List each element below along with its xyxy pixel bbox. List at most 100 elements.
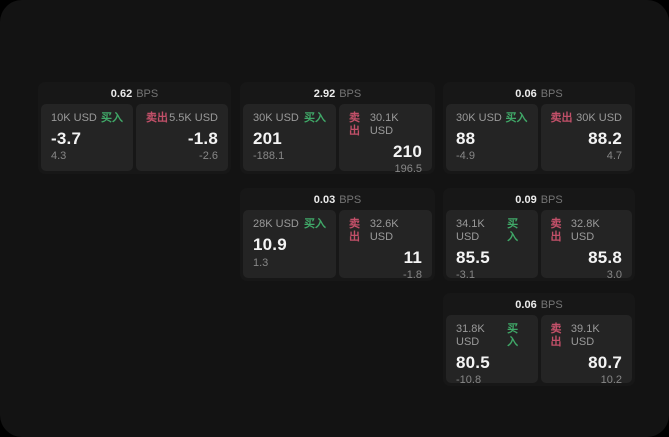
sell-label: 卖出 bbox=[349, 218, 360, 243]
bps-unit-label: BPS bbox=[136, 88, 159, 100]
bps-value: 0.06 bbox=[515, 299, 537, 311]
sell-sub-value: 3.0 bbox=[606, 269, 622, 281]
sell-sub-value: -1.8 bbox=[403, 269, 422, 281]
bps-header: 0.03 BPS bbox=[243, 191, 432, 210]
sell-top-row: 卖出 39.1K USD bbox=[551, 323, 623, 349]
buy-top-row: 30K USD 买入 bbox=[253, 112, 326, 125]
buy-sub-value: 1.3 bbox=[253, 257, 269, 269]
buy-price: 88 bbox=[456, 129, 476, 148]
bps-unit-label: BPS bbox=[540, 88, 563, 100]
buy-label: 买入 bbox=[507, 218, 519, 243]
sell-amount: 32.8K USD bbox=[570, 218, 600, 243]
buy-amount: 31.8K USD bbox=[456, 323, 485, 348]
sell-price: -1.8 bbox=[187, 129, 218, 148]
sell-panel[interactable]: 卖出 32.6K USD 11 -1.8 bbox=[339, 210, 432, 281]
sell-label: 卖出 bbox=[550, 112, 573, 124]
quote-panels: 31.8K USD 买入 80.5 -10.8 卖出 39.1K USD 80.… bbox=[446, 315, 632, 386]
sell-amount: 5.5K USD bbox=[169, 112, 218, 124]
buy-panel[interactable]: 10K USD 买入 -3.7 4.3 bbox=[41, 104, 133, 171]
buy-amount: 30K USD bbox=[456, 112, 502, 124]
quote-panels: 34.1K USD 买入 85.5 -3.1 卖出 32.8K USD 85.8… bbox=[446, 210, 632, 281]
quote-card: 2.92 BPS 30K USD 买入 201 -188.1 卖出 30.1K … bbox=[240, 82, 435, 175]
sell-top-row: 卖出 32.8K USD bbox=[551, 218, 623, 244]
bps-unit-label: BPS bbox=[339, 194, 362, 206]
buy-label: 买入 bbox=[505, 112, 528, 124]
bps-unit-label: BPS bbox=[339, 88, 362, 100]
bps-header: 0.62 BPS bbox=[41, 85, 228, 104]
bps-value: 0.06 bbox=[515, 88, 537, 100]
buy-sub-value: 4.3 bbox=[51, 150, 67, 162]
buy-label: 买入 bbox=[101, 112, 123, 124]
sell-price: 80.7 bbox=[588, 353, 622, 372]
bps-value: 0.09 bbox=[515, 194, 537, 206]
sell-amount: 30K USD bbox=[576, 112, 622, 124]
sell-price: 11 bbox=[403, 248, 422, 267]
sell-price: 210 bbox=[393, 142, 422, 161]
buy-price: -3.7 bbox=[51, 129, 82, 148]
buy-top-row: 10K USD 买入 bbox=[51, 112, 123, 125]
buy-panel[interactable]: 31.8K USD 买入 80.5 -10.8 bbox=[446, 315, 538, 386]
buy-top-row: 30K USD 买入 bbox=[456, 112, 528, 125]
bps-unit-label: BPS bbox=[540, 194, 563, 206]
buy-price: 85.5 bbox=[456, 248, 490, 267]
quote-panels: 30K USD 买入 201 -188.1 卖出 30.1K USD 210 1… bbox=[243, 104, 432, 175]
quote-panels: 28K USD 买入 10.9 1.3 卖出 32.6K USD 11 -1.8 bbox=[243, 210, 432, 281]
sell-label: 卖出 bbox=[550, 323, 562, 348]
quote-card: 0.06 BPS 31.8K USD 买入 80.5 -10.8 卖出 39.1… bbox=[443, 293, 635, 386]
sell-panel[interactable]: 卖出 32.8K USD 85.8 3.0 bbox=[540, 210, 632, 281]
sell-panel[interactable]: 卖出 30.1K USD 210 196.5 bbox=[339, 104, 432, 175]
sell-panel[interactable]: 卖出 5.5K USD -1.8 -2.6 bbox=[136, 104, 228, 171]
sell-top-row: 卖出 32.6K USD bbox=[349, 218, 422, 244]
buy-label: 买入 bbox=[304, 218, 326, 230]
quote-card: 0.06 BPS 30K USD 买入 88 -4.9 卖出 30K USD 8… bbox=[443, 82, 635, 174]
buy-amount: 28K USD bbox=[253, 218, 299, 230]
bps-header: 0.09 BPS bbox=[446, 191, 632, 210]
quote-panels: 10K USD 买入 -3.7 4.3 卖出 5.5K USD -1.8 -2.… bbox=[41, 104, 228, 171]
bps-value: 0.62 bbox=[110, 88, 133, 100]
sell-panel[interactable]: 卖出 39.1K USD 80.7 10.2 bbox=[540, 315, 632, 386]
bps-value: 0.03 bbox=[313, 194, 336, 206]
bps-unit-label: BPS bbox=[540, 299, 563, 311]
buy-top-row: 34.1K USD 买入 bbox=[456, 218, 528, 244]
sell-price: 88.2 bbox=[588, 129, 622, 148]
bps-value: 2.92 bbox=[313, 88, 336, 100]
buy-label: 买入 bbox=[304, 112, 326, 124]
buy-price: 10.9 bbox=[253, 235, 287, 254]
sell-top-row: 卖出 30K USD bbox=[551, 112, 623, 125]
buy-sub-value: -10.8 bbox=[456, 374, 482, 386]
buy-amount: 10K USD bbox=[51, 112, 97, 124]
quote-card: 0.03 BPS 28K USD 买入 10.9 1.3 卖出 32.6K US… bbox=[240, 188, 435, 281]
bps-header: 0.06 BPS bbox=[446, 85, 632, 104]
bps-header: 2.92 BPS bbox=[243, 85, 432, 104]
sell-amount: 39.1K USD bbox=[570, 323, 600, 348]
buy-sub-value: -188.1 bbox=[253, 150, 285, 162]
buy-price: 201 bbox=[253, 129, 282, 148]
sell-amount: 30.1K USD bbox=[369, 112, 399, 137]
sell-top-row: 卖出 30.1K USD bbox=[349, 112, 422, 138]
sell-sub-value: 4.7 bbox=[606, 150, 622, 162]
buy-sub-value: -4.9 bbox=[456, 150, 475, 162]
quote-card: 0.09 BPS 34.1K USD 买入 85.5 -3.1 卖出 32.8K… bbox=[443, 188, 635, 281]
sell-label: 卖出 bbox=[146, 112, 168, 124]
buy-panel[interactable]: 28K USD 买入 10.9 1.3 bbox=[243, 210, 336, 278]
buy-amount: 34.1K USD bbox=[456, 218, 485, 243]
quote-card: 0.62 BPS 10K USD 买入 -3.7 4.3 卖出 5.5K USD… bbox=[38, 82, 231, 174]
buy-panel[interactable]: 34.1K USD 买入 85.5 -3.1 bbox=[446, 210, 538, 281]
buy-panel[interactable]: 30K USD 买入 88 -4.9 bbox=[446, 104, 538, 171]
buy-price: 80.5 bbox=[456, 353, 490, 372]
sell-panel[interactable]: 卖出 30K USD 88.2 4.7 bbox=[540, 104, 632, 171]
buy-top-row: 28K USD 买入 bbox=[253, 218, 326, 231]
sell-top-row: 卖出 5.5K USD bbox=[146, 112, 218, 125]
buy-sub-value: -3.1 bbox=[456, 269, 475, 281]
sell-amount: 32.6K USD bbox=[369, 218, 399, 243]
buy-amount: 30K USD bbox=[253, 112, 299, 124]
sell-price: 85.8 bbox=[588, 248, 622, 267]
buy-panel[interactable]: 30K USD 买入 201 -188.1 bbox=[243, 104, 336, 171]
sell-sub-value: 10.2 bbox=[600, 374, 622, 386]
quote-panels: 30K USD 买入 88 -4.9 卖出 30K USD 88.2 4.7 bbox=[446, 104, 632, 171]
bps-header: 0.06 BPS bbox=[446, 296, 632, 315]
sell-sub-value: 196.5 bbox=[394, 163, 422, 175]
sell-label: 卖出 bbox=[349, 112, 360, 137]
buy-top-row: 31.8K USD 买入 bbox=[456, 323, 528, 349]
